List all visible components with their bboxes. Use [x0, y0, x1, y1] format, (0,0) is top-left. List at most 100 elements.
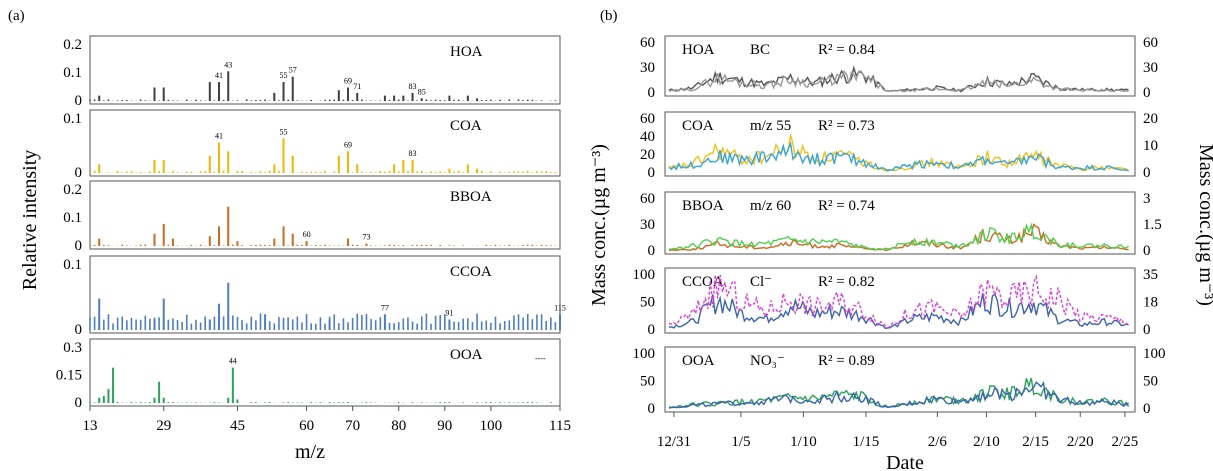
spectrum-frame — [89, 35, 561, 105]
x-tick-label: 2/6 — [928, 434, 948, 450]
right-y-tick-label: 100 — [1143, 346, 1166, 362]
x-tick-label: 29 — [156, 418, 171, 434]
legend-r2: R² = 0.89 — [818, 353, 875, 369]
x-tick-label: 100 — [480, 418, 503, 434]
peak-label: 73 — [362, 233, 370, 242]
left-y-tick-label: 40 — [640, 129, 655, 145]
peak-label: 83 — [409, 149, 417, 158]
y-tick-label: 0 — [75, 165, 83, 181]
spectrum-panel-ccoa: 0.1 0 CCOA 77 91 115 — [63, 255, 566, 338]
right-y-tick-label: 10 — [1143, 138, 1158, 154]
x-tick-label: 2/15 — [1022, 434, 1049, 450]
timeseries-frame — [664, 111, 1136, 177]
legend-r2: R² = 0.73 — [818, 118, 875, 134]
x-tick-label: 90 — [437, 418, 452, 434]
peak-label: 60 — [303, 230, 311, 239]
peak-label: 43 — [224, 60, 232, 69]
series-line-coa — [668, 134, 1130, 172]
right-y-tick-label: 50 — [1143, 374, 1158, 390]
legend-factor: COA — [682, 118, 714, 134]
x-tick-label: 115 — [549, 418, 571, 434]
series-line-hoa — [668, 65, 1129, 93]
right-y-tick-label: 0 — [1143, 243, 1151, 259]
right-y-tick-label: 30 — [1143, 60, 1158, 76]
y-tick-label: 0.1 — [63, 111, 82, 127]
timeseries-row-coa: 60 40 20 0 20 10 0 COA m/z 55 R² = 0.73 — [640, 111, 1158, 181]
timeseries-frame — [664, 191, 1136, 255]
peak-label: 57 — [289, 66, 297, 75]
left-y-tick-label: 60 — [640, 111, 655, 127]
x-tick-label: 12/31 — [657, 434, 691, 450]
peak-label: 77 — [381, 303, 389, 312]
timeseries-row-bboa: 60 30 0 3 1.5 0 BBOA m/z 60 R² = 0.74 — [640, 191, 1162, 259]
x-tick-label: 2/10 — [973, 434, 1000, 450]
y-tick-label: 0.2 — [63, 37, 82, 53]
series-line-ccoa — [668, 292, 1129, 330]
right-y-tick-label: 0 — [1143, 85, 1151, 101]
timeseries-row-hoa: 60 30 0 60 30 0 HOA BC R² = 0.84 — [640, 35, 1158, 101]
left-y-tick-label: 0 — [648, 85, 656, 101]
panel-b-ylabel-right: Mass conc.(µg m⁻³) — [1195, 144, 1213, 306]
legend-r2: R² = 0.84 — [818, 42, 875, 58]
right-y-tick-label: 20 — [1143, 111, 1158, 127]
y-tick-label: 0 — [75, 322, 83, 338]
peak-label: 69 — [344, 140, 352, 149]
legend-r2: R² = 0.82 — [818, 274, 875, 290]
y-tick-label: 0 — [75, 395, 83, 411]
row-legend: HOA BC R² = 0.84 — [682, 42, 875, 58]
legend-tracer: Cl⁻ — [750, 274, 772, 290]
series-line-tracer — [668, 140, 1129, 172]
legend-tracer: BC — [750, 42, 770, 58]
left-y-tick-label: 100 — [633, 267, 656, 283]
spectrum-panel-coa: 0.1 0 COA 41 55 69 83 — [63, 109, 561, 181]
peak-label: 85 — [418, 87, 426, 96]
legend-factor: OOA — [682, 353, 715, 369]
panel-a-label: (a) — [8, 8, 25, 24]
peak-label: 55 — [280, 71, 288, 80]
y-tick-label: 0.3 — [63, 340, 82, 356]
left-y-tick-label: 30 — [640, 217, 655, 233]
x-tick-label: 1/15 — [853, 434, 880, 450]
x-tick-label: 2/20 — [1067, 434, 1094, 450]
panel-b-xlabel: Date — [886, 452, 924, 471]
x-tick-label: 13 — [83, 418, 98, 434]
left-y-tick-label: 0 — [648, 165, 656, 181]
panel-b: (b) Mass conc.(µg m⁻³) Mass conc.(µg m⁻³) 6… — [588, 8, 1213, 471]
right-y-tick-label: 0 — [1143, 322, 1151, 338]
x-tick-label: 60 — [299, 418, 314, 434]
x-tick-label: 45 — [230, 418, 245, 434]
peak-label: 83 — [409, 82, 417, 91]
right-y-tick-label: 1.5 — [1143, 217, 1162, 233]
legend-tracer: m/z 60 — [750, 198, 791, 214]
series-line-tracer — [668, 69, 1129, 93]
series-line-ooa — [668, 377, 1130, 409]
legend-dash: ---- — [535, 354, 546, 363]
row-legend: BBOA m/z 60 R² = 0.74 — [682, 198, 875, 214]
y-tick-label: 0.1 — [63, 65, 82, 81]
left-y-tick-label: 50 — [640, 374, 655, 390]
y-tick-label: 0.15 — [56, 368, 82, 384]
panel-a-ylabel: Relative intensity — [19, 150, 41, 291]
row-legend: OOA NO₃⁻ R² = 0.89 — [682, 353, 875, 369]
series-line-tracer — [668, 273, 1130, 329]
peak-label: 41 — [215, 132, 223, 141]
y-tick-label: 0 — [75, 238, 83, 254]
factor-name-ooa: OOA — [450, 347, 483, 363]
factor-name-bboa: BBOA — [450, 189, 492, 205]
legend-r2: R² = 0.74 — [818, 198, 875, 214]
left-y-tick-label: 60 — [640, 191, 655, 207]
factor-name-ccoa: CCOA — [450, 264, 492, 280]
left-y-tick-label: 30 — [640, 60, 655, 76]
panel-b-label: (b) — [600, 8, 618, 24]
timeseries-frame — [664, 346, 1136, 413]
left-y-tick-label: 20 — [640, 147, 655, 163]
right-y-tick-label: 0 — [1143, 401, 1151, 417]
factor-name-hoa: HOA — [450, 44, 483, 60]
y-tick-label: 0 — [75, 93, 83, 109]
x-tick-label: 1/10 — [790, 434, 817, 450]
timeseries-row-ccoa: 100 50 0 35 18 0 CCOA Cl⁻ R² = 0.82 — [633, 267, 1159, 338]
left-y-tick-label: 50 — [640, 295, 655, 311]
legend-tracer: NO₃⁻ — [750, 353, 785, 369]
